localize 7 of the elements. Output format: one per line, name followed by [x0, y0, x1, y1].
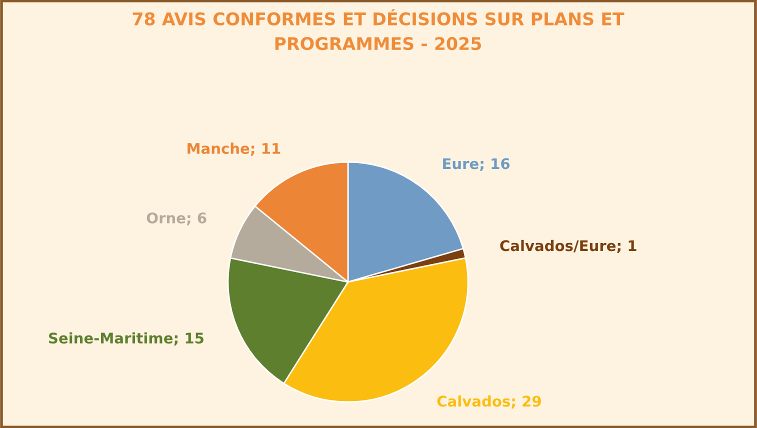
slice-label: Seine-Maritime; 15	[49, 332, 204, 346]
slice-label: Eure; 16	[443, 158, 510, 172]
slice-label: Calvados; 29	[437, 395, 541, 409]
slice-label: Manche; 11	[188, 142, 280, 156]
chart-title: 78 AVIS CONFORMES ET DÉCISIONS SUR PLANS ET PROGRAMMES - 2025	[132, 9, 624, 50]
slice-label: Calvados/Eure; 1	[500, 240, 636, 254]
slice-label: Orne; 6	[146, 212, 206, 226]
